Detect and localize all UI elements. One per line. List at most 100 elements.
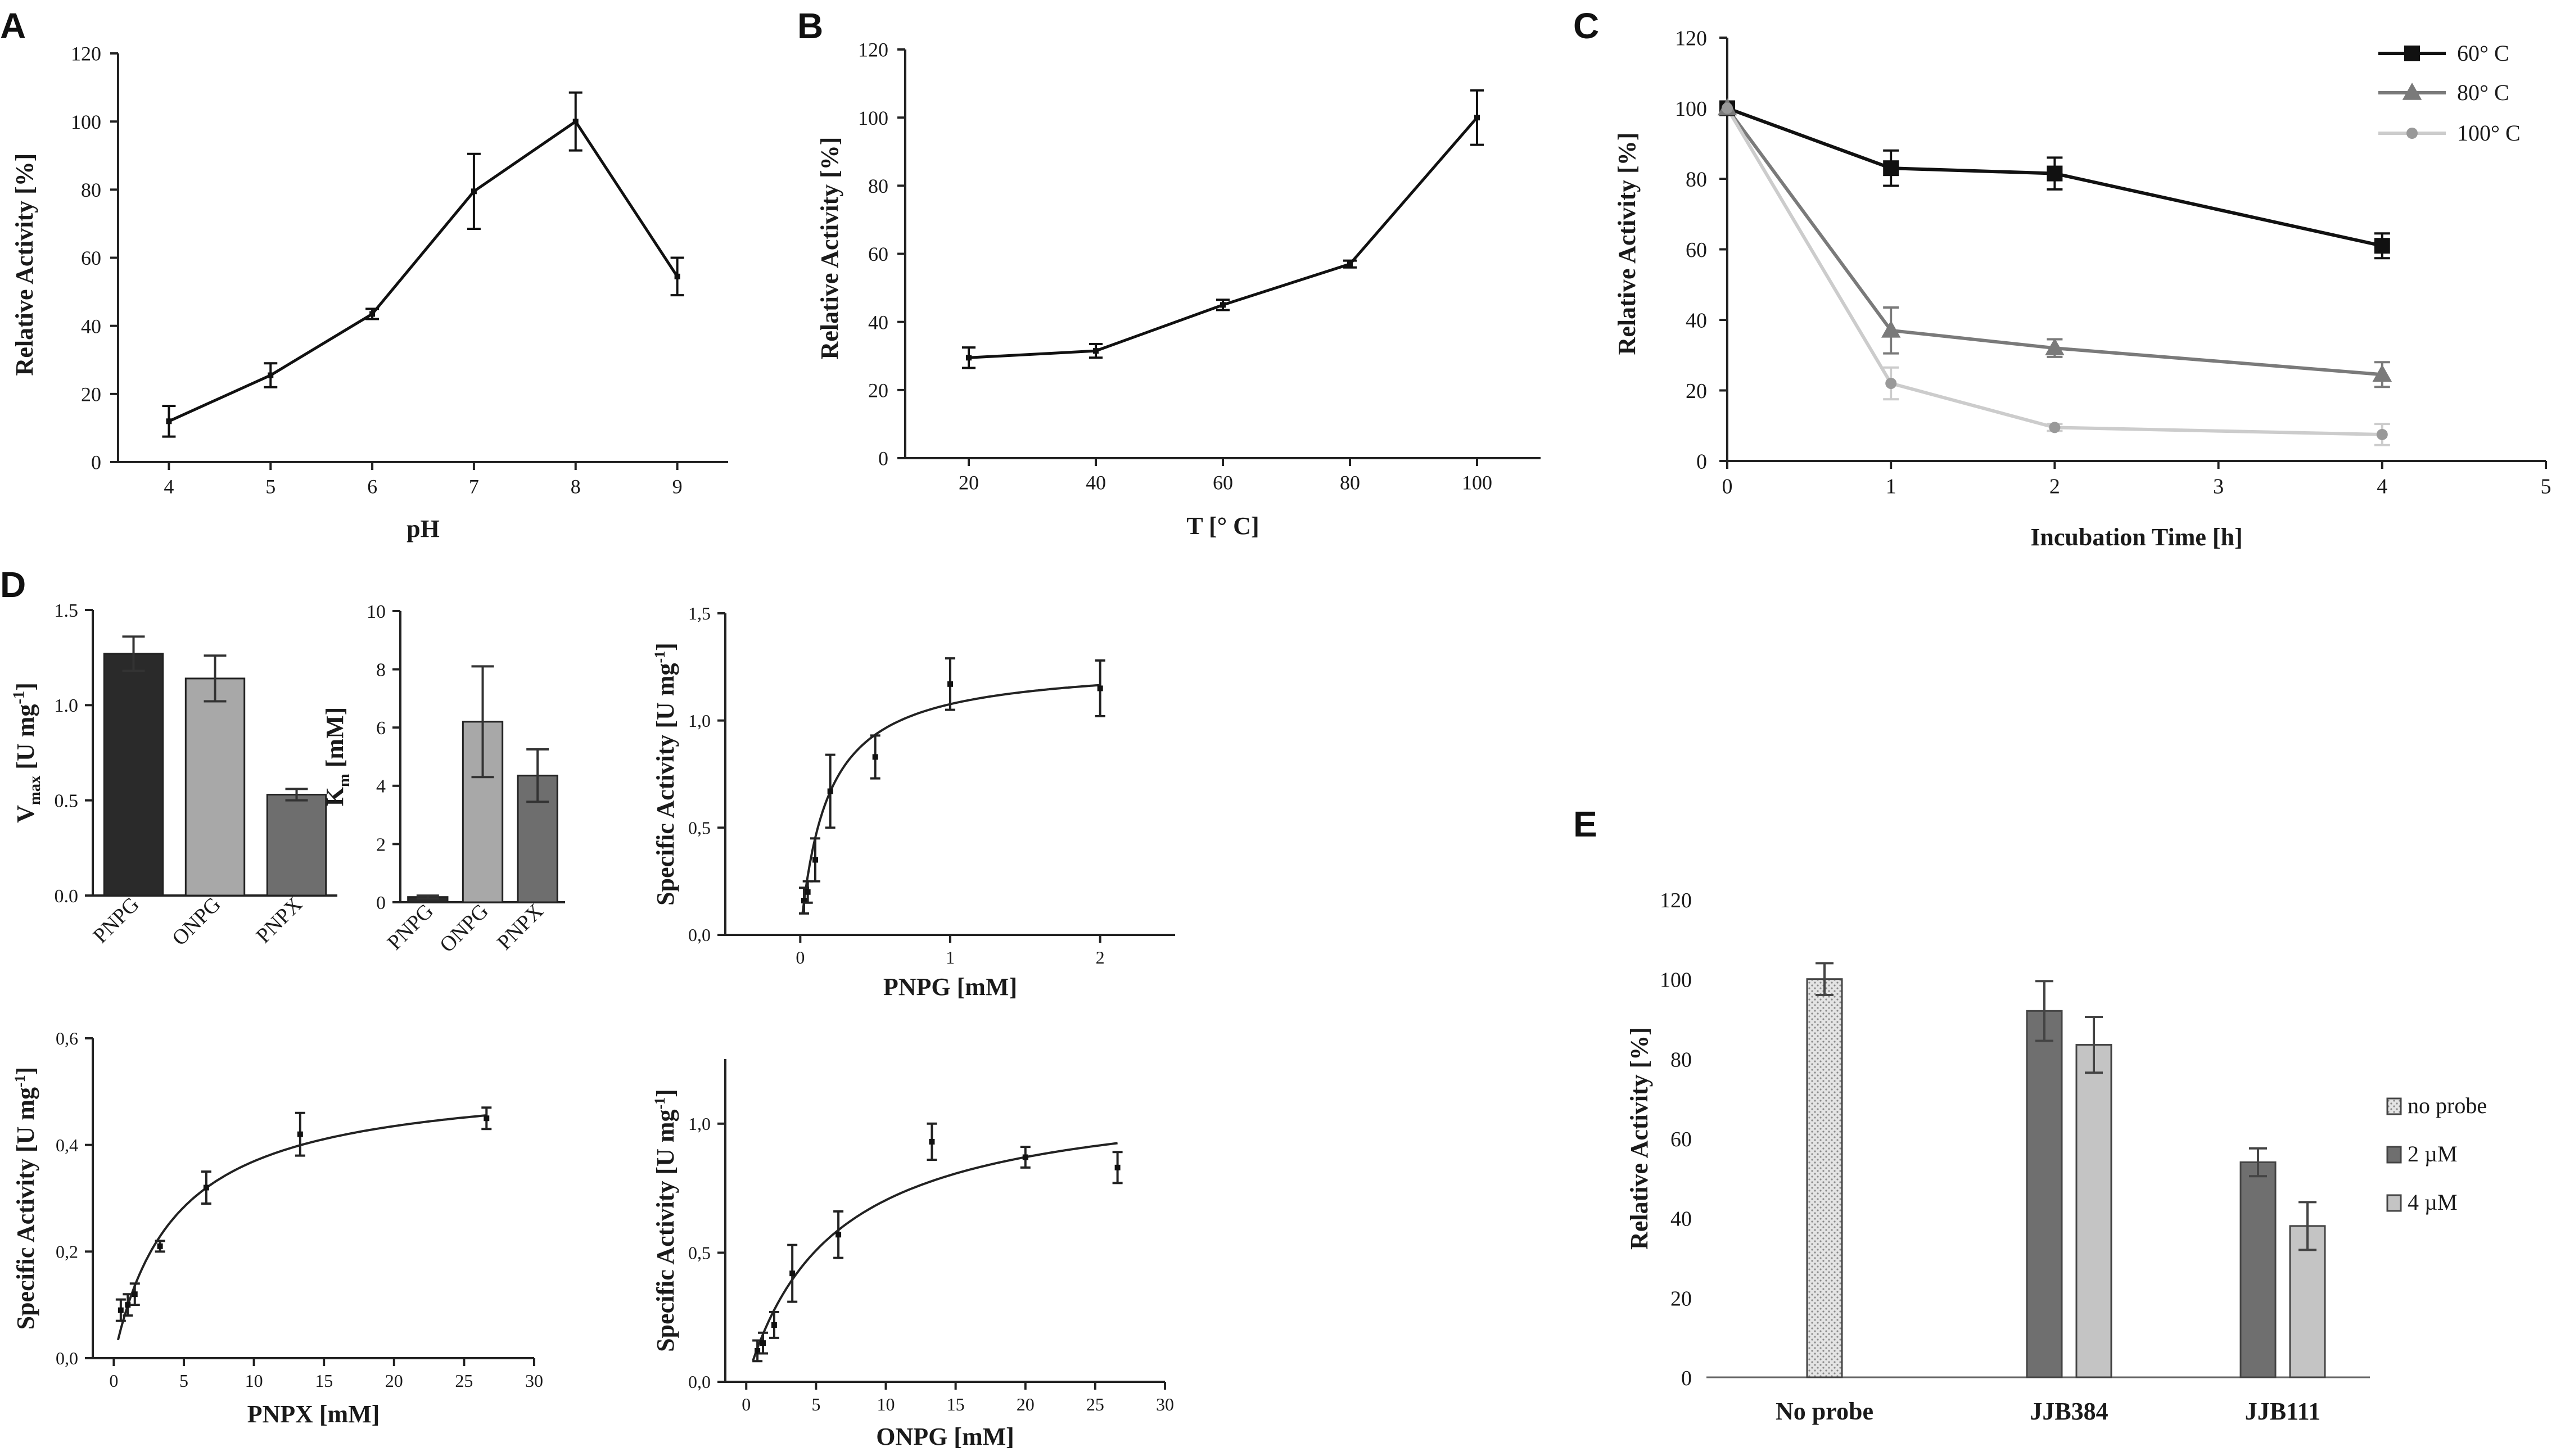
legend-label: 100° C	[2457, 120, 2521, 146]
y-tick-label: 120	[1675, 26, 1707, 50]
data-point	[268, 372, 274, 378]
x-axis-label: Incubation Time [h]	[2030, 523, 2242, 551]
y-tick-label: 40	[1686, 309, 1707, 332]
y-label-sup: -1	[652, 651, 668, 663]
bar	[2075, 1044, 2112, 1378]
y-tick-label: 2	[376, 834, 386, 855]
x-tick-label: 0	[1722, 475, 1733, 499]
x-tick-label: 100	[1462, 471, 1492, 494]
data-point	[203, 1184, 209, 1191]
x-tick-label: 5	[2541, 475, 2552, 499]
data-point	[755, 1348, 761, 1354]
series-line	[1726, 107, 2382, 436]
axes-D4	[92, 1038, 534, 1359]
y-tick-label: 1,0	[688, 711, 711, 731]
y-tick-label: 1,0	[688, 1114, 711, 1134]
y-tick-label: 60	[1670, 1128, 1692, 1151]
data-point	[947, 681, 953, 687]
data-point	[771, 1322, 777, 1328]
data-point	[801, 897, 807, 903]
y-axis-label: Relative Activity [%]	[11, 153, 38, 376]
y-tick-label: 80	[81, 179, 101, 201]
legend-swatch	[2386, 1146, 2402, 1164]
y-tick-label: 1.5	[55, 600, 79, 621]
y-tick-label: 0	[91, 451, 101, 474]
x-axis-label: ONPG [mM]	[876, 1423, 1014, 1450]
bar	[184, 677, 246, 897]
category-label: ONPG	[168, 893, 225, 951]
y-axis-label: Relative Activity [%]	[816, 137, 843, 360]
data-point	[760, 1340, 766, 1346]
y-tick-label: 0,6	[56, 1028, 78, 1048]
x-tick-label: 8	[571, 475, 581, 498]
x-axis-label: T [° C]	[1186, 512, 1259, 540]
data-point	[929, 1138, 935, 1145]
panel-label-e: E	[1573, 804, 1597, 844]
y-tick-label: 0,0	[688, 925, 711, 945]
data-point	[872, 754, 878, 760]
y-label-end: ]	[652, 1089, 679, 1097]
data-point	[805, 889, 811, 895]
y-tick-label: 0,0	[56, 1348, 78, 1368]
series-line	[1726, 106, 2383, 248]
data-point	[1097, 685, 1103, 691]
y-tick-label: 1.0	[55, 695, 79, 716]
y-label-rest: [mM]	[321, 707, 349, 774]
y-label-end: ]	[12, 682, 39, 691]
y-tick-label: 100	[71, 111, 101, 133]
x-axis-label: pH	[407, 515, 440, 542]
category-label: JJB111	[2245, 1398, 2321, 1425]
data-point	[1881, 320, 1901, 338]
y-tick-label: 6	[376, 718, 386, 739]
y-label-end: ]	[12, 1067, 39, 1075]
x-tick-label: 1	[946, 947, 955, 967]
data-point	[2049, 422, 2061, 433]
y-tick-label: 0,0	[688, 1372, 711, 1392]
y-tick-label: 0	[1681, 1367, 1692, 1390]
data-point	[812, 857, 818, 863]
x-tick-label: 5	[179, 1371, 188, 1391]
data-point	[1347, 261, 1353, 267]
data-point	[369, 311, 376, 317]
legend-label: 4 µM	[2408, 1190, 2458, 1215]
fit-curve	[116, 1114, 487, 1341]
y-axis-label: Specific Activity [U mg-1]	[652, 1089, 679, 1352]
y-tick-label: 20	[868, 379, 888, 401]
legend-swatch	[2386, 1097, 2402, 1115]
data-point	[2047, 165, 2063, 182]
y-tick-label: 4	[376, 776, 386, 797]
y-axis-label: Relative Activity [%]	[1625, 1027, 1653, 1250]
panel-label-d: D	[0, 564, 26, 605]
axes-B	[904, 49, 1541, 459]
axes-A	[117, 53, 728, 463]
data-point	[1722, 102, 1733, 114]
x-tick-label: 4	[2377, 475, 2387, 499]
y-tick-label: 80	[868, 175, 888, 197]
x-axis-label: PNPG [mM]	[883, 973, 1017, 1001]
x-tick-label: 5	[265, 475, 276, 498]
category-label: No probe	[1776, 1398, 1873, 1425]
x-tick-label: 10	[245, 1371, 263, 1391]
x-tick-label: 30	[525, 1371, 543, 1391]
data-point	[118, 1307, 124, 1313]
data-point	[1220, 302, 1226, 308]
panel-label-b: B	[797, 6, 823, 46]
y-tick-label: 120	[858, 39, 888, 61]
y-tick-label: 100	[858, 107, 888, 129]
y-tick-label: 0,5	[688, 1243, 711, 1263]
category-label: PNPX	[493, 899, 548, 955]
data-point	[966, 355, 972, 361]
data-point	[836, 1232, 842, 1238]
data-point	[1022, 1154, 1028, 1160]
x-tick-label: 7	[469, 475, 479, 498]
bar	[2239, 1161, 2277, 1378]
data-point	[297, 1131, 303, 1137]
data-point	[2376, 428, 2388, 440]
data-point	[1474, 115, 1480, 121]
x-tick-label: 4	[164, 475, 174, 498]
legend-label: 2 µM	[2408, 1141, 2458, 1166]
y-tick-label: 0.0	[55, 886, 79, 907]
x-tick-label: 2	[1096, 947, 1105, 967]
y-tick-label: 20	[1670, 1287, 1692, 1310]
